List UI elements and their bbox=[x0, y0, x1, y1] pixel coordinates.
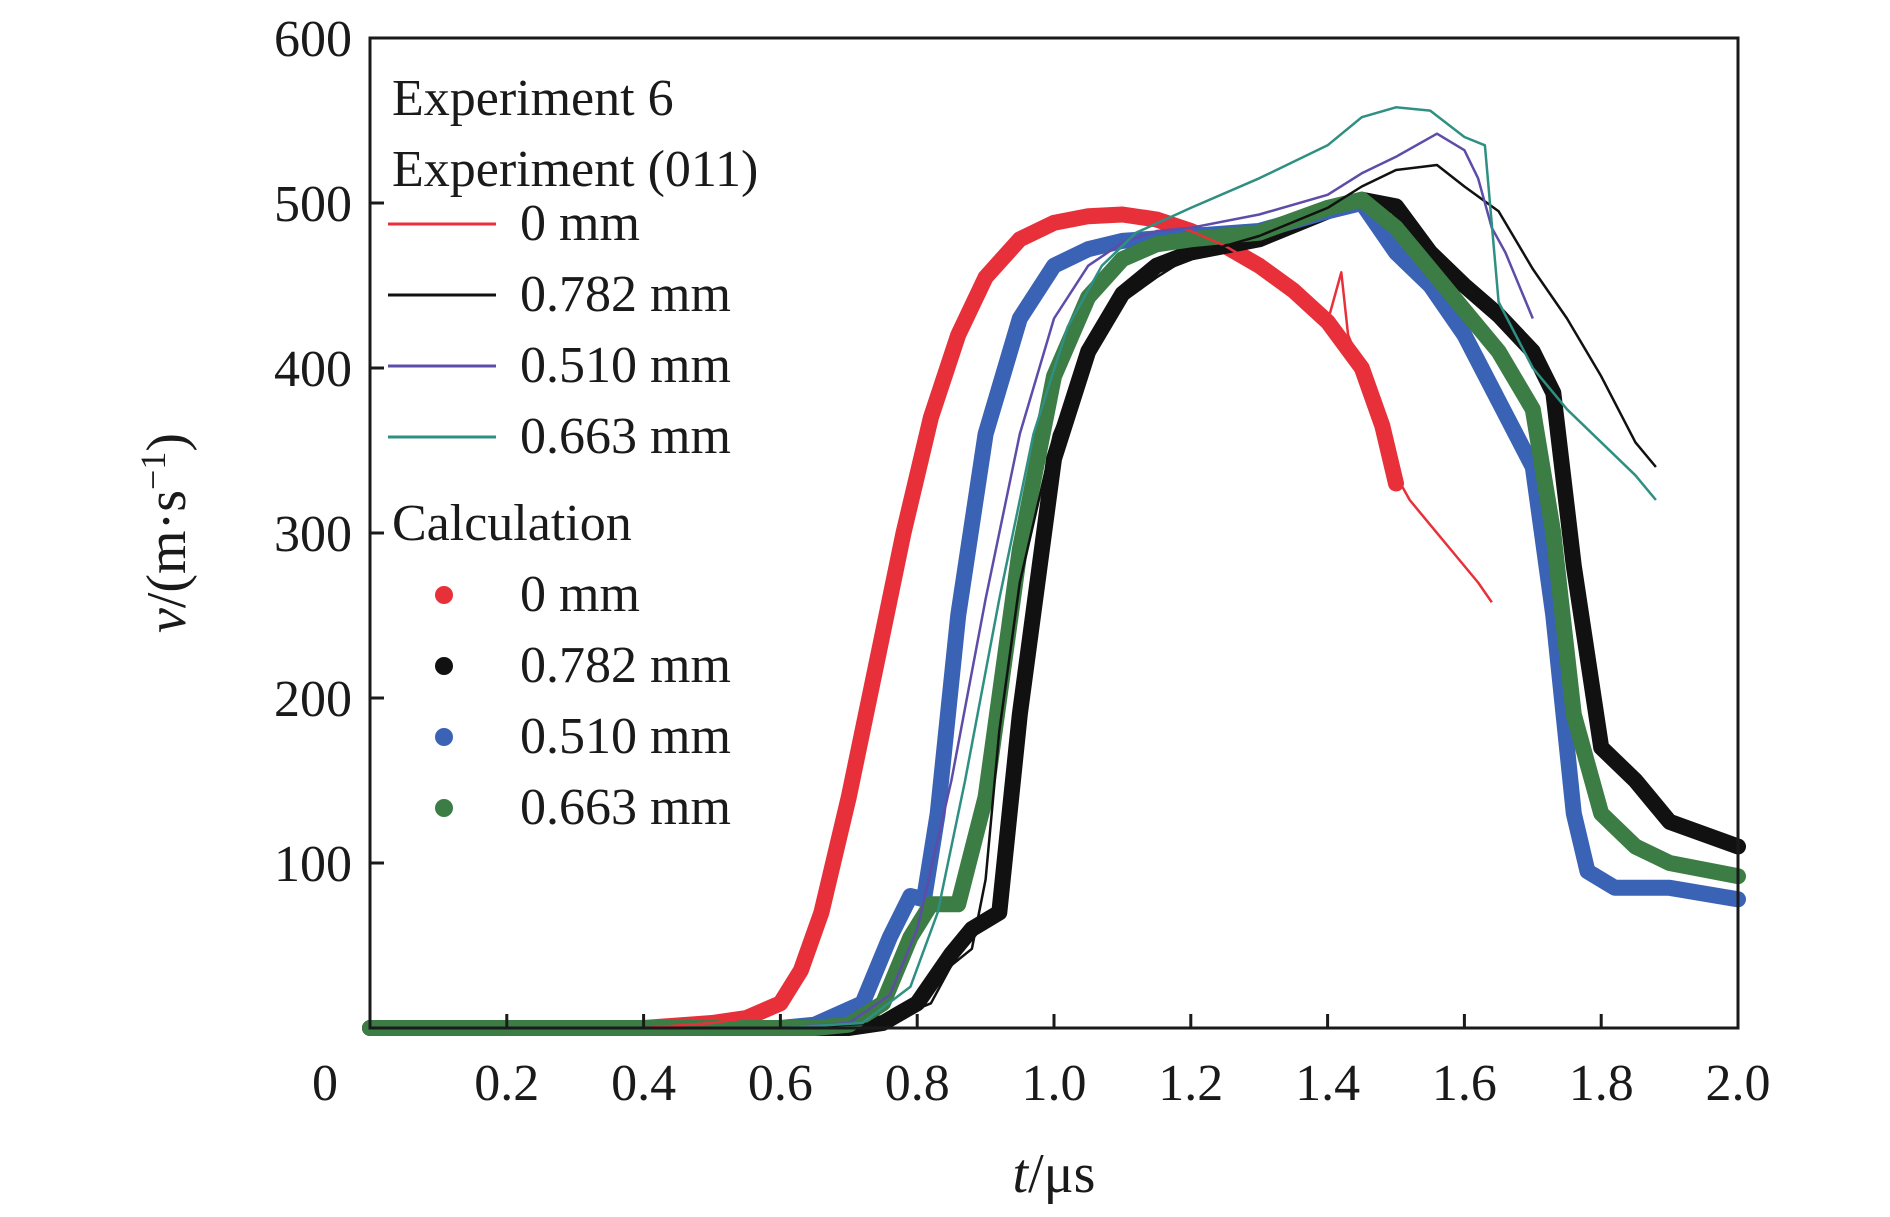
legend-experiment-entries: 0 mm 0.782 mm 0.510 mm 0.663 mm bbox=[388, 195, 731, 465]
legend-experiment-label-0-mm: 0 mm bbox=[520, 195, 640, 252]
x-tick-label-0-8: 0.8 bbox=[885, 1055, 950, 1112]
x-tick-label-1-0: 1.0 bbox=[1022, 1055, 1087, 1112]
legend-calculation-label-0-mm: 0 mm bbox=[520, 566, 640, 623]
legend-calculation-label-0-782-mm: 0.782 mm bbox=[520, 637, 731, 694]
legend-calculation-entries: 0 mm 0.782 mm 0.510 mm 0.663 mm bbox=[435, 566, 731, 836]
x-tick-label-0-4: 0.4 bbox=[611, 1055, 676, 1112]
legend-title-experiment-011: Experiment (011) bbox=[392, 141, 758, 198]
y-tick-label-200: 200 bbox=[274, 671, 352, 728]
y-tick-label-100: 100 bbox=[274, 836, 352, 893]
x-tick-label-1-8: 1.8 bbox=[1569, 1055, 1634, 1112]
legend-calculation-marker-0-mm bbox=[435, 586, 453, 604]
x-tick-label-1-6: 1.6 bbox=[1432, 1055, 1497, 1112]
y-axis-ticks: 100 200 300 400 500 600 bbox=[274, 11, 384, 893]
y-tick-label-400: 400 bbox=[274, 341, 352, 398]
legend-experiment-label-0-510-mm: 0.510 mm bbox=[520, 337, 731, 394]
experiment-series-0-510-mm bbox=[370, 132, 1534, 1030]
experiment-series-0-663-mm bbox=[370, 106, 1657, 1030]
calculation-series-0-663-mm bbox=[362, 191, 1746, 1036]
legend-experiment-label-0-663-mm: 0.663 mm bbox=[520, 408, 731, 465]
x-tick-label-2-0: 2.0 bbox=[1706, 1055, 1771, 1112]
x-tick-label-0-2: 0.2 bbox=[474, 1055, 539, 1112]
experiment-series-0-782-mm bbox=[370, 163, 1657, 1030]
plot-series bbox=[362, 106, 1746, 1036]
legend-calculation-marker-0-782-mm bbox=[435, 657, 453, 675]
x-tick-label-1-2: 1.2 bbox=[1158, 1055, 1223, 1112]
y-tick-label-600: 600 bbox=[274, 11, 352, 68]
x-axis-ticks: 0.2 0.4 0.6 0.8 1.0 1.2 1.4 1.6 1.8 2.0 bbox=[474, 1014, 1771, 1112]
y-tick-label-300: 300 bbox=[274, 506, 352, 563]
legend-title-calculation: Calculation bbox=[392, 495, 632, 552]
experiment-series-0-mm bbox=[370, 213, 1493, 1030]
legend-experiment-label-0-782-mm: 0.782 mm bbox=[520, 266, 731, 323]
legend-calculation-label-0-510-mm: 0.510 mm bbox=[520, 708, 731, 765]
origin-label: 0 bbox=[312, 1055, 338, 1112]
legend-calculation-marker-0-510-mm bbox=[435, 728, 453, 746]
x-tick-label-1-4: 1.4 bbox=[1295, 1055, 1360, 1112]
legend: Experiment 6 Experiment (011) 0 mm 0.782 … bbox=[388, 70, 758, 836]
legend-calculation-marker-0-663-mm bbox=[435, 799, 453, 817]
legend-title-experiment-6: Experiment 6 bbox=[392, 70, 674, 127]
y-tick-label-500: 500 bbox=[274, 176, 352, 233]
legend-calculation-label-0-663-mm: 0.663 mm bbox=[520, 779, 731, 836]
x-axis-label: t/μs bbox=[1013, 1143, 1096, 1205]
y-axis-label: v/(m·s−1) bbox=[133, 433, 198, 633]
x-tick-label-0-6: 0.6 bbox=[748, 1055, 813, 1112]
